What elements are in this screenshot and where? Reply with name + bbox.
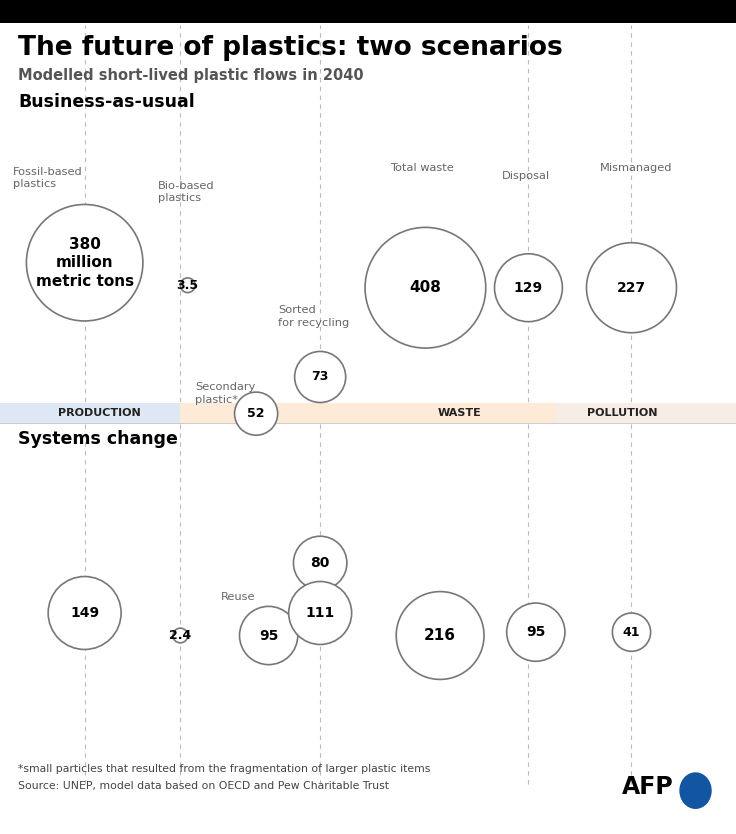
Text: Business-as-usual: Business-as-usual — [18, 93, 195, 112]
Ellipse shape — [294, 351, 346, 403]
Text: Disposal: Disposal — [502, 171, 550, 181]
Text: Fossil-based
plastics: Fossil-based plastics — [13, 167, 83, 189]
Ellipse shape — [506, 603, 565, 661]
Text: Secondary
plastic*: Secondary plastic* — [195, 383, 255, 404]
Text: Reuse: Reuse — [221, 592, 255, 602]
Ellipse shape — [587, 243, 676, 333]
Text: 80: 80 — [311, 556, 330, 570]
Circle shape — [679, 772, 712, 809]
Bar — [0, 0, 736, 23]
Bar — [0, 403, 180, 423]
Bar — [556, 403, 736, 423]
Text: PRODUCTION: PRODUCTION — [58, 408, 141, 418]
Ellipse shape — [239, 606, 298, 665]
Text: Source: UNEP, model data based on OECD and Pew Charitable Trust: Source: UNEP, model data based on OECD a… — [18, 781, 389, 791]
Ellipse shape — [495, 254, 562, 322]
Text: 41: 41 — [623, 626, 640, 639]
Text: Bio-based
plastics: Bio-based plastics — [158, 181, 215, 203]
Text: The future of plastics: two scenarios: The future of plastics: two scenarios — [18, 35, 563, 61]
Text: *small particles that resulted from the fragmentation of larger plastic items: *small particles that resulted from the … — [18, 764, 431, 774]
Text: Modelled short-lived plastic flows in 2040: Modelled short-lived plastic flows in 20… — [18, 68, 364, 83]
Text: USE: USE — [245, 408, 270, 418]
Text: Systems change: Systems change — [18, 430, 178, 448]
Text: WASTE: WASTE — [438, 408, 482, 418]
Text: 227: 227 — [617, 281, 646, 294]
Text: Mismanaged: Mismanaged — [600, 163, 673, 173]
Text: POLLUTION: POLLUTION — [587, 408, 657, 418]
Text: 111: 111 — [305, 606, 335, 620]
Text: 52: 52 — [247, 407, 265, 420]
Text: 2.4: 2.4 — [169, 629, 191, 642]
Ellipse shape — [396, 591, 484, 680]
Text: 95: 95 — [259, 629, 278, 642]
Ellipse shape — [365, 228, 486, 348]
Text: 129: 129 — [514, 281, 543, 294]
Bar — [364, 403, 556, 423]
Text: AFP: AFP — [622, 775, 673, 799]
Ellipse shape — [289, 581, 352, 645]
Ellipse shape — [612, 613, 651, 651]
Text: 73: 73 — [311, 370, 329, 384]
Text: 380
million
metric tons: 380 million metric tons — [35, 237, 134, 289]
Text: Total waste: Total waste — [390, 163, 454, 173]
Ellipse shape — [294, 536, 347, 590]
Text: 3.5: 3.5 — [177, 279, 199, 292]
Text: 95: 95 — [526, 626, 545, 639]
Ellipse shape — [26, 204, 143, 321]
Text: 149: 149 — [70, 606, 99, 620]
Ellipse shape — [235, 392, 277, 435]
Ellipse shape — [180, 278, 195, 293]
Text: 216: 216 — [424, 628, 456, 643]
Ellipse shape — [48, 576, 121, 650]
Bar — [180, 403, 364, 423]
Text: Sorted
for recycling: Sorted for recycling — [278, 305, 350, 328]
Text: 408: 408 — [409, 280, 442, 295]
Ellipse shape — [173, 628, 188, 643]
